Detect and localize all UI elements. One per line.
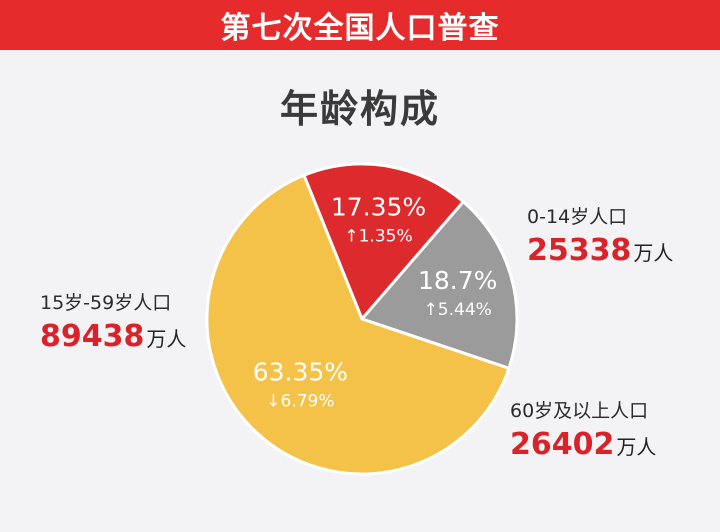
slice-children [302, 162, 465, 321]
slice-elderly [360, 200, 519, 370]
callout-working-age-value: 89438 [40, 319, 145, 354]
chart-subtitle: 年龄构成 [279, 87, 440, 131]
callout-working-age: 15岁-59岁人口 89438 万人 [40, 288, 186, 354]
callout-elderly-label: 60岁及以上人口 [510, 400, 649, 422]
slice-working-age-percent-label: 63.35% [253, 357, 348, 386]
slice-working-age [205, 173, 511, 476]
callout-children-value: 25338 [527, 233, 632, 268]
callout-elderly-unit: 万人 [616, 435, 657, 459]
slice-children-change-label: ↑1.35% [344, 227, 412, 247]
slice-working-age-change-label: ↓6.79% [266, 391, 334, 411]
callout-children-unit: 万人 [633, 241, 674, 265]
callout-working-age-unit: 万人 [146, 327, 187, 351]
slice-children-percent-label: 17.35% [331, 193, 426, 222]
banner: 第七次全国人口普查 [0, 0, 720, 50]
callout-children-label: 0-14岁人口 [527, 206, 628, 228]
callout-elderly-value: 26402 [510, 427, 615, 462]
slice-elderly-percent-label: 18.7% [418, 266, 497, 295]
banner-title: 第七次全国人口普查 [220, 11, 500, 46]
callout-children: 0-14岁人口 25338 万人 [527, 202, 673, 268]
callout-elderly: 60岁及以上人口 26402 万人 [510, 396, 656, 462]
slice-elderly-change-label: ↑5.44% [424, 300, 492, 320]
callout-working-age-label: 15岁-59岁人口 [40, 292, 172, 314]
